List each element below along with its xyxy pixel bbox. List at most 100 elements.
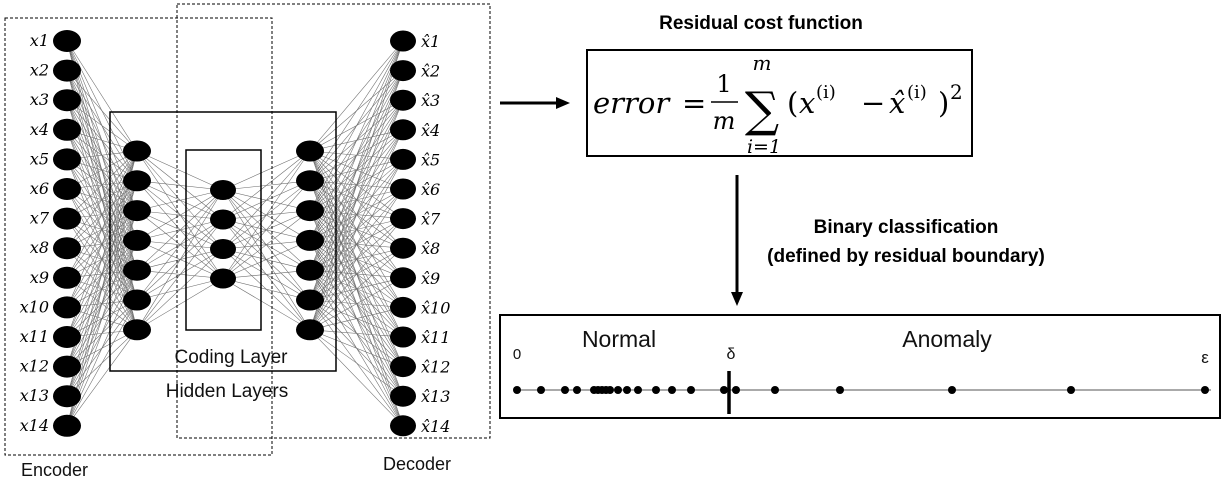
connection-line — [222, 150, 311, 250]
residual-point — [561, 386, 569, 394]
neuron-node — [210, 180, 236, 200]
input-labels: x1 x2 x3 x4 x5 x6 x7 x8 x9 x10 x11 x12 x13 x14 — [20, 31, 50, 435]
connection-line — [66, 150, 138, 426]
neuron-node — [53, 237, 81, 260]
neuron-node — [123, 229, 151, 251]
connection-line — [66, 40, 138, 152]
residual-point — [573, 386, 581, 394]
neuron-node — [390, 415, 416, 437]
input-label: x13 — [20, 386, 49, 405]
formula-xhat: x̂ — [889, 86, 905, 120]
neuron-node — [53, 118, 81, 141]
connection-line — [66, 150, 138, 249]
connection-line — [309, 329, 404, 338]
neuron-node — [53, 178, 81, 200]
connection-line — [309, 40, 404, 241]
formula-open-paren: ( — [787, 86, 798, 120]
output-label: x̂6 — [421, 180, 440, 199]
hidden-layers-label: Hidden Layers — [166, 381, 289, 402]
coding-layer-label: Coding Layer — [174, 347, 288, 368]
output-labels: x̂1 x̂2 x̂3 x̂4 x̂5 x̂6 x̂7 x̂8 x̂9 x̂10 x̂11 x̂12 x… — [421, 32, 450, 436]
neuron-node — [390, 356, 416, 378]
connection-line — [136, 248, 224, 331]
neuron-node — [53, 148, 81, 171]
residual-point — [606, 386, 614, 394]
residual-point — [771, 386, 779, 394]
classification-box — [499, 314, 1221, 419]
neuron-node — [53, 30, 81, 52]
neuron-node — [53, 207, 81, 230]
connection-line — [309, 40, 404, 330]
input-label: x8 — [30, 238, 49, 257]
cost-title: Residual cost function — [659, 13, 863, 34]
connection-line — [309, 40, 404, 211]
residual-point — [1067, 386, 1075, 394]
formula-minus: − — [861, 86, 885, 120]
network-nodes — [53, 30, 416, 437]
residual-point — [623, 386, 631, 394]
input-label: x5 — [30, 149, 49, 168]
neuron-node — [390, 237, 416, 259]
input-label: x4 — [30, 120, 49, 139]
encoder-box — [4, 17, 273, 456]
input-label: x2 — [30, 61, 49, 80]
connection-line — [136, 189, 224, 271]
neuron-node — [390, 119, 416, 141]
formula-error: error — [593, 86, 671, 120]
formula-fraction-denominator: m — [713, 107, 736, 135]
residual-point — [836, 386, 844, 394]
connection-line — [66, 299, 138, 426]
connection-line — [136, 189, 224, 330]
decoder-label: Decoder — [383, 454, 451, 474]
neuron-node — [296, 289, 324, 311]
connection-line — [222, 150, 311, 191]
connection-line — [309, 40, 404, 271]
connection-line — [136, 189, 224, 301]
residual-point — [652, 386, 660, 394]
connection-line — [309, 247, 404, 331]
input-label: x9 — [30, 268, 49, 287]
output-label: x̂2 — [421, 62, 440, 81]
connection-line — [136, 219, 224, 330]
classification-title-line2: (defined by residual boundary) — [767, 246, 1045, 267]
neuron-node — [123, 259, 151, 281]
input-label: x1 — [30, 31, 49, 50]
connection-line — [66, 99, 138, 152]
output-label: x̂5 — [421, 150, 440, 169]
connection-line — [222, 180, 311, 279]
connection-line — [222, 278, 311, 331]
neuron-node — [390, 385, 416, 407]
residual-point — [513, 386, 521, 394]
connection-line — [309, 329, 404, 397]
zero-label: 0 — [513, 346, 521, 363]
cost-formula-box — [586, 49, 973, 157]
residual-point — [537, 386, 545, 394]
neuron-node — [390, 208, 416, 230]
connection-line — [309, 329, 404, 367]
output-label: x̂7 — [421, 210, 441, 229]
connection-line — [66, 150, 138, 367]
connection-line — [309, 307, 404, 331]
output-label: x̂13 — [421, 387, 450, 406]
connection-line — [66, 180, 138, 426]
neuron-node — [53, 414, 81, 437]
connection-line — [309, 40, 404, 152]
output-label: x̂3 — [421, 91, 440, 110]
neuron-node — [296, 140, 324, 162]
connection-line — [309, 159, 404, 330]
connection-line — [66, 150, 138, 278]
output-label: x̂9 — [421, 269, 440, 288]
encoder-label: Encoder — [21, 460, 88, 480]
residual-point — [634, 386, 642, 394]
residual-points — [513, 386, 1209, 394]
connection-line — [66, 329, 138, 426]
neuron-node — [390, 60, 416, 82]
epsilon-label: ε — [1201, 348, 1209, 367]
decoder-box — [176, 3, 491, 439]
neuron-node — [296, 229, 324, 251]
connection-line — [136, 189, 224, 211]
neuron-node — [53, 89, 81, 112]
formula-power: 2 — [950, 80, 963, 104]
neuron-node — [123, 140, 151, 162]
